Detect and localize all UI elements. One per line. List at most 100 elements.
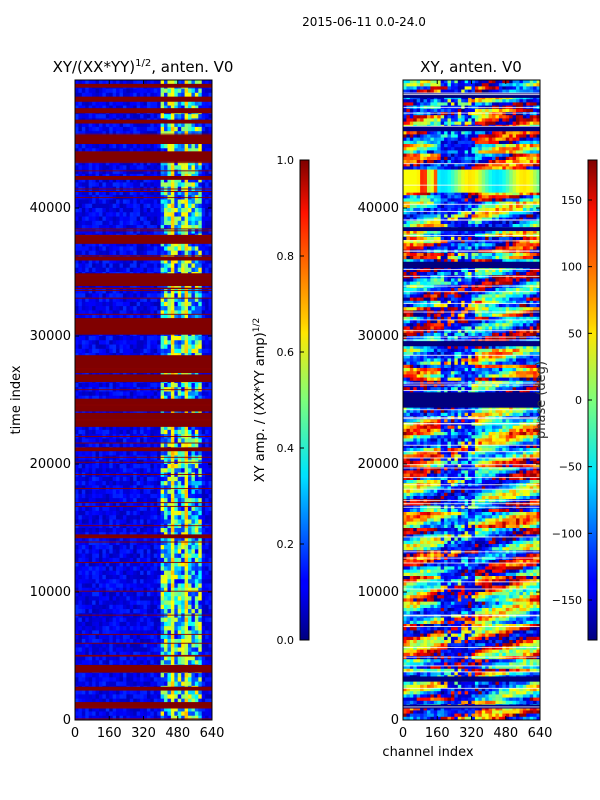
amplitude-heatmap-cell [81, 545, 86, 550]
amplitude-heatmap-cell [122, 336, 127, 341]
amplitude-heatmap-cell [92, 438, 96, 443]
amplitude-heatmap-cell [198, 203, 203, 209]
amplitude-heatmap-cell [146, 199, 151, 205]
amplitude-heatmap-cell [95, 438, 100, 443]
amplitude-heatmap-cell [201, 510, 206, 516]
amplitude-heatmap-cell [109, 519, 113, 525]
amplitude-heatmap-cell [157, 455, 161, 461]
amplitude-heatmap-cell [119, 464, 124, 469]
amplitude-heatmap-cell [208, 293, 212, 298]
amplitude-heatmap-cell [98, 536, 103, 542]
amplitude-heatmap-cell [181, 545, 185, 550]
amplitude-heatmap-cell [160, 425, 165, 431]
amplitude-heatmap-cell [184, 208, 189, 213]
amplitude-heatmap-cell [170, 587, 175, 593]
amplitude-heatmap-cell [208, 148, 212, 153]
amplitude-heatmap-cell [157, 336, 161, 341]
amplitude-heatmap-cell [184, 122, 189, 128]
amplitude-heatmap-cell [75, 250, 79, 256]
amplitude-heatmap-cell [98, 122, 103, 128]
amplitude-heatmap-cell [78, 92, 83, 98]
amplitude-heatmap-cell [140, 161, 144, 166]
amplitude-heatmap-cell [92, 579, 96, 584]
amplitude-heatmap-cell [157, 464, 161, 469]
amplitude-heatmap-cell [150, 498, 155, 503]
amplitude-heatmap-cell [129, 574, 134, 580]
amplitude-heatmap-cell [194, 468, 199, 473]
amplitude-heatmap-cell [160, 340, 165, 345]
amplitude-heatmap-cell [119, 122, 124, 128]
amplitude-heatmap-cell [208, 301, 212, 307]
amplitude-heatmap-cell [136, 391, 141, 397]
amplitude-heatmap-cell [194, 208, 199, 213]
amplitude-heatmap-cell [157, 574, 161, 580]
amplitude-heatmap-cell [85, 178, 89, 183]
amplitude-heatmap-cell [126, 515, 131, 520]
amplitude-heatmap-cell [119, 250, 124, 256]
amplitude-heatmap-cell [167, 425, 172, 431]
amplitude-heatmap-cell [208, 557, 212, 563]
amplitude-heatmap-cell [208, 545, 212, 550]
amplitude-heatmap-cell [167, 169, 172, 175]
amplitude-heatmap-cell [75, 510, 79, 516]
amplitude-heatmap-cell [92, 169, 96, 175]
amplitude-heatmap-cell [188, 190, 192, 196]
amplitude-heatmap-cell [188, 502, 192, 507]
amplitude-heatmap-cell [198, 220, 203, 226]
amplitude-heatmap-cell [188, 246, 192, 251]
amplitude-heatmap-cell [174, 515, 179, 520]
amplitude-heatmap-cell [78, 502, 83, 507]
amplitude-heatmap-cell [92, 476, 96, 482]
amplitude-heatmap-cell [146, 336, 151, 341]
amplitude-heatmap-cell [140, 344, 144, 350]
amplitude-heatmap-cell [122, 105, 127, 111]
amplitude-heatmap-cell [188, 455, 192, 461]
amplitude-heatmap-cell [160, 391, 165, 397]
amplitude-heatmap-cell [102, 570, 107, 576]
amplitude-heatmap-cell [146, 519, 151, 525]
amplitude-heatmap-cell [150, 438, 155, 443]
amplitude-heatmap-cell [198, 336, 203, 341]
amplitude-heatmap-cell [95, 528, 100, 533]
amplitude-heatmap-cell [102, 306, 107, 311]
amplitude-heatmap-cell [160, 574, 165, 580]
amplitude-heatmap-cell [116, 468, 120, 473]
amplitude-heatmap-cell [167, 122, 172, 128]
amplitude-heatmap-cell [205, 246, 209, 251]
amplitude-heatmap-cell [116, 604, 120, 610]
amplitude-heatmap-cell [143, 88, 148, 94]
amplitude-heatmap-cell [194, 297, 199, 303]
amplitude-heatmap-cell [81, 165, 86, 170]
amplitude-heatmap-cell [167, 114, 172, 119]
amplitude-heatmap-cell [157, 442, 161, 448]
amplitude-heatmap-cell [88, 182, 93, 187]
amplitude-heatmap-cell [119, 425, 124, 431]
amplitude-heatmap-cell [95, 161, 100, 166]
amplitude-heatmap-cell [164, 395, 168, 401]
amplitude-heatmap-cell [119, 545, 124, 550]
amplitude-heatmap-cell [119, 88, 124, 94]
amplitude-heatmap-cell [129, 310, 134, 315]
amplitude-heatmap-cell [198, 557, 203, 563]
amplitude-heatmap-cell [81, 284, 86, 290]
amplitude-heatmap-cell [116, 557, 120, 563]
amplitude-heatmap-cell [112, 348, 117, 354]
amplitude-heatmap-cell [81, 579, 86, 584]
amplitude-heatmap-cell [194, 481, 199, 486]
amplitude-heatmap-cell [78, 519, 83, 525]
amplitude-heatmap-cell [95, 225, 100, 230]
amplitude-heatmap-cell [129, 220, 134, 226]
amplitude-heatmap-cell [198, 562, 203, 567]
amplitude-heatmap-cell [150, 220, 155, 226]
amplitude-heatmap-cell [81, 549, 86, 554]
amplitude-heatmap-cell [102, 540, 107, 546]
amplitude-heatmap-cell [126, 340, 131, 345]
amplitude-heatmap-cell [150, 485, 155, 490]
amplitude-heatmap-cell [208, 489, 212, 495]
amplitude-heatmap-cell [184, 267, 189, 273]
amplitude-heatmap-cell [157, 596, 161, 601]
amplitude-heatmap-cell [112, 229, 117, 234]
amplitude-heatmap-cell [102, 515, 107, 520]
amplitude-heatmap-cell [78, 225, 83, 230]
amplitude-heatmap-cell [109, 498, 113, 503]
